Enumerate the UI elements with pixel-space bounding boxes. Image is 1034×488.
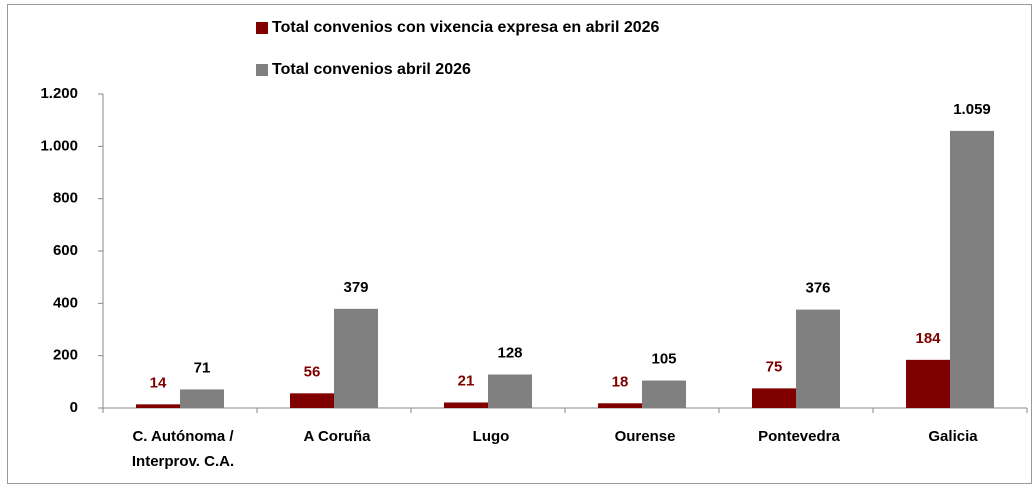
x-tick-label: Galicia [928,428,978,445]
bar [290,393,334,408]
bar [444,402,488,408]
bar [906,359,950,408]
chart-border [7,4,1032,484]
y-tick-label: 1.000 [40,137,78,154]
y-tick-label: 1.200 [40,85,78,102]
y-tick-label: 400 [53,294,78,311]
y-tick-label: 200 [53,347,78,364]
legend-swatch [256,64,268,76]
bar [752,388,796,408]
legend-label: Total convenios abril 2026 [272,61,471,78]
x-tick-label: A Coruña [303,428,371,445]
bar [642,380,686,408]
data-label: 14 [150,374,167,391]
x-tick-label: Ourense [614,428,676,445]
y-tick-label: 800 [53,190,78,207]
bar [488,374,532,408]
bar [598,403,642,408]
bar [950,130,994,408]
data-label: 184 [915,330,941,347]
data-label: 376 [805,280,830,297]
bar [334,308,378,408]
y-tick-label: 0 [70,399,78,416]
data-label: 56 [304,363,321,380]
bar [136,404,180,408]
data-label: 21 [458,372,475,389]
data-label: 71 [194,359,211,376]
x-tick-label: C. Autónoma / Interprov. C.A. [131,428,235,470]
data-label: 75 [766,358,783,375]
data-label: 18 [612,373,629,390]
x-tick-label: Lugo [472,428,510,445]
legend-label: Total convenios con vixencia expresa en … [272,19,660,36]
y-tick-label: 600 [53,242,78,259]
legend-swatch [256,22,268,34]
x-tick-label: Pontevedra [758,428,840,445]
data-label: 128 [497,344,522,361]
data-label: 1.059 [953,101,991,118]
data-label: 379 [343,279,368,296]
bar [180,389,224,408]
data-label: 105 [651,350,676,367]
bar [796,309,840,408]
